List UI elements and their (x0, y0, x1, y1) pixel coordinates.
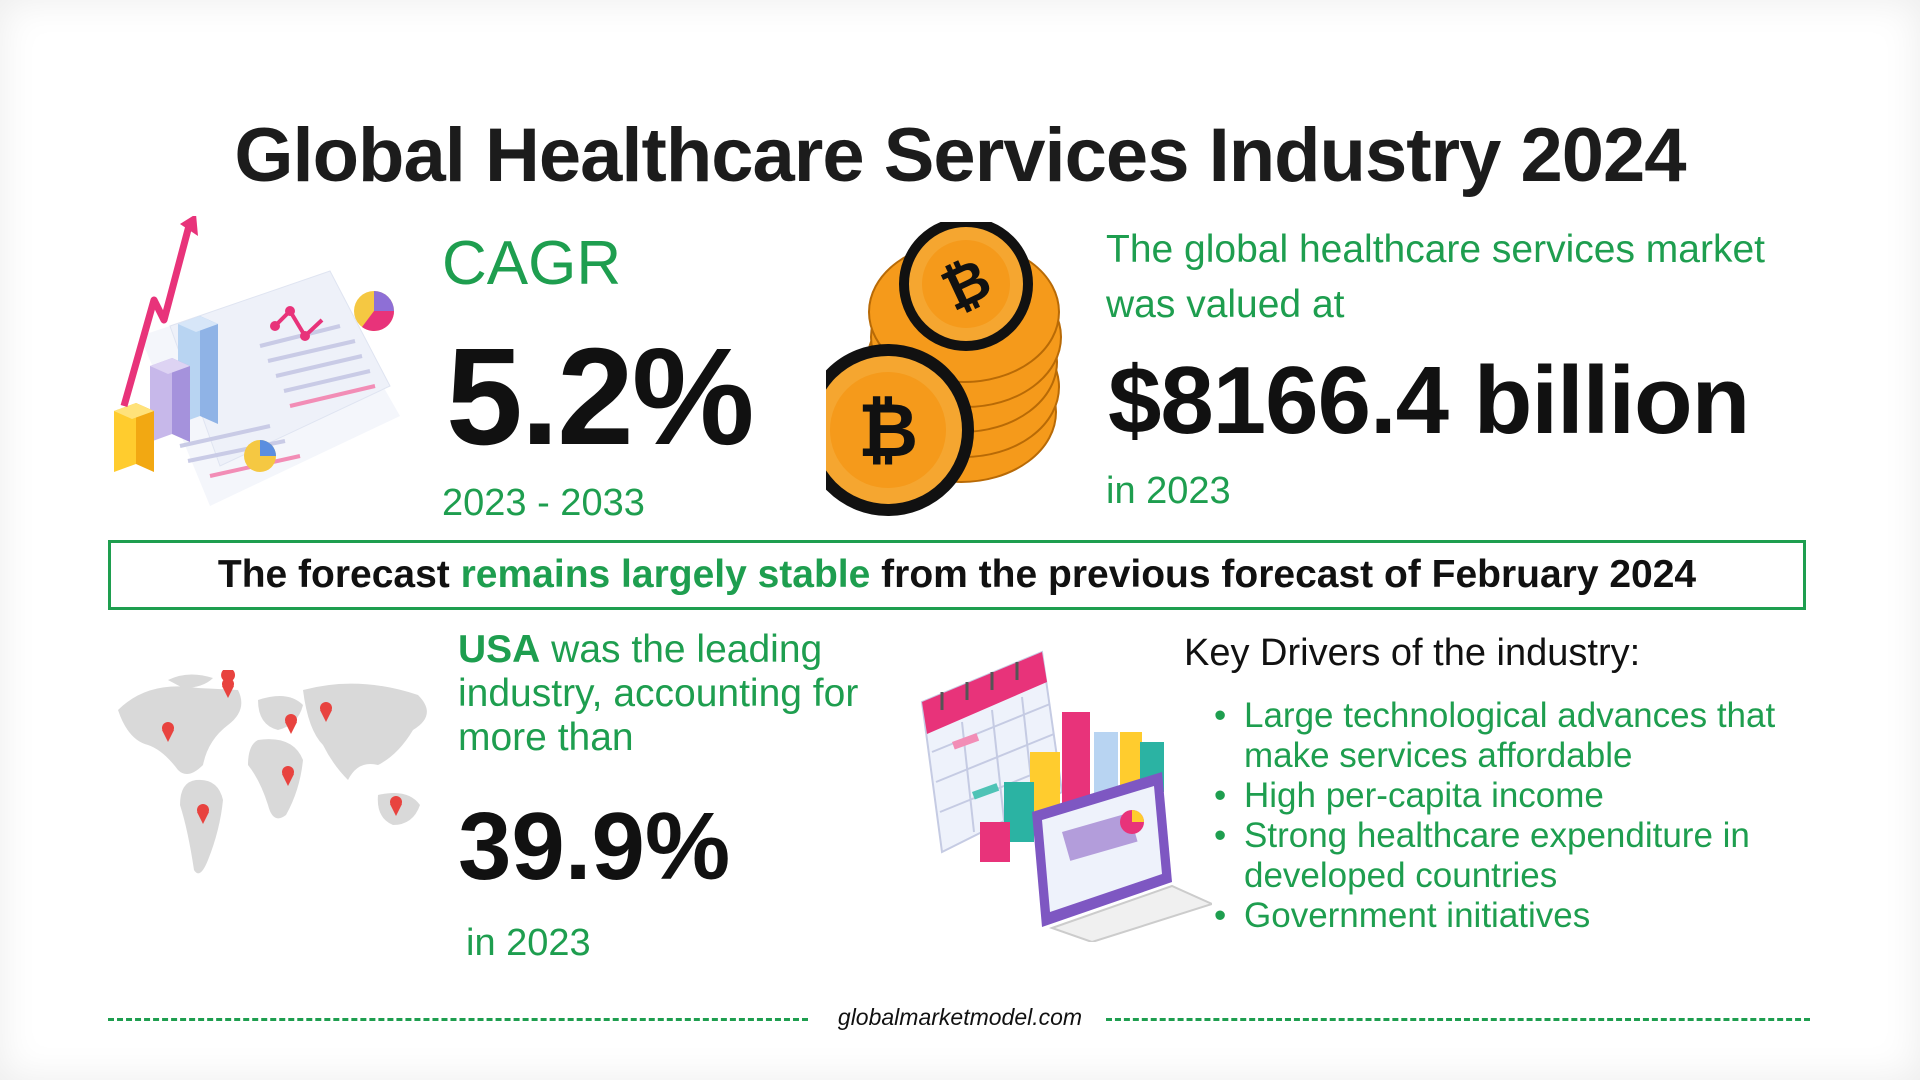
usa-country: USA (458, 628, 541, 671)
footer-divider-right (1106, 1018, 1810, 1021)
market-intro: The global healthcare services market wa… (1106, 228, 1765, 326)
footer-divider-left (108, 1018, 808, 1021)
footer-site: globalmarketmodel.com (823, 1004, 1097, 1030)
drivers-title: Key Drivers of the industry: (1184, 632, 1641, 674)
calendar-analytics-illustration (920, 650, 1212, 942)
usa-text: was the leading industry, accounting for… (458, 628, 859, 759)
world-map-icon (118, 670, 427, 874)
footer: globalmarketmodel.com (0, 1004, 1920, 1031)
banner-highlight: remains largely stable (460, 553, 871, 596)
usa-description: USA was the leading industry, accounting… (458, 628, 898, 760)
banner-text-end: from the previous forecast of February 2… (870, 553, 1697, 596)
growth-chart-illustration (114, 216, 400, 506)
market-year: in 2023 (1106, 470, 1231, 512)
svg-text:₿: ₿ (858, 388, 918, 474)
cagr-label: CAGR (442, 229, 622, 298)
driver-item: Large technological advances that make s… (1208, 696, 1828, 776)
forecast-banner: The forecast remains largely stable from… (108, 540, 1806, 610)
cagr-period: 2023 - 2033 (442, 482, 645, 524)
driver-item: Government initiatives (1208, 896, 1828, 936)
usa-share-value: 39.9% (458, 793, 731, 900)
cagr-value: 5.2% (446, 320, 755, 474)
page-title: Global Healthcare Services Industry 2024 (234, 113, 1686, 198)
usa-year: in 2023 (466, 922, 591, 964)
driver-item: Strong healthcare expenditure in develop… (1208, 816, 1828, 896)
bitcoin-coins-icon: ₿ ₿ (826, 222, 1062, 516)
driver-item: High per-capita income (1208, 776, 1828, 816)
drivers-list: Large technological advances that make s… (1208, 696, 1828, 936)
market-value: $8166.4 billion (1108, 347, 1750, 454)
banner-text-start: The forecast (217, 553, 461, 596)
